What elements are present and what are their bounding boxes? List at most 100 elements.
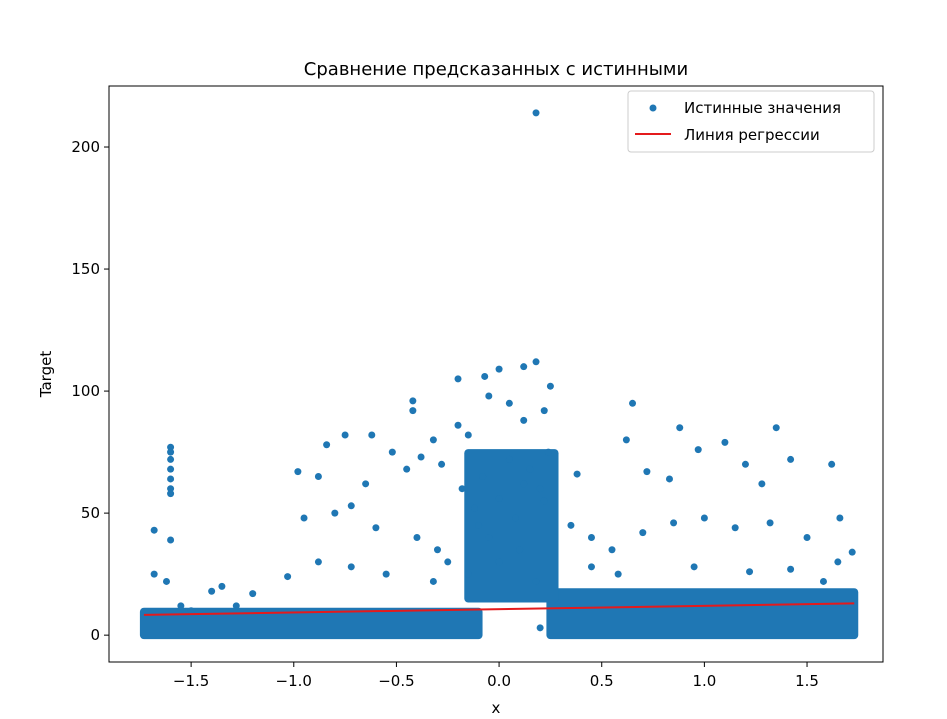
scatter-point (249, 590, 257, 598)
scatter-point (516, 546, 524, 554)
scatter-point (409, 397, 417, 405)
dense-regions (139, 449, 859, 640)
scatter-point (167, 475, 175, 483)
scatter-point (629, 399, 637, 407)
scatter-point (433, 546, 441, 554)
scatter-point (505, 399, 513, 407)
scatter-point (475, 521, 483, 529)
scatter-point (300, 514, 308, 522)
scatter-point (162, 577, 170, 585)
scatter-point (546, 382, 554, 390)
scatter-point (347, 563, 355, 571)
scatter-point (167, 490, 175, 498)
scatter-point (746, 568, 754, 576)
scatter-point (177, 602, 185, 610)
scatter-point (573, 470, 581, 478)
scatter-point (772, 424, 780, 432)
scatter-point (485, 534, 493, 542)
scatter-point (167, 443, 175, 451)
y-tick-label: 150 (71, 260, 100, 278)
y-axis: 0 50 100 150 200 (71, 138, 109, 644)
x-tick-label: 1.0 (692, 672, 716, 690)
scatter-point (413, 534, 421, 542)
scatter-point (495, 365, 503, 373)
scatter-point (536, 624, 544, 632)
legend-box (627, 90, 875, 153)
scatter-point (540, 497, 548, 505)
x-axis: −1.5 −1.0 −0.5 0.0 0.5 1.0 1.5 (173, 662, 819, 690)
scatter-point (409, 407, 417, 415)
scatter-point (665, 475, 673, 483)
chart-title: Сравнение предсказанных с истинными (304, 59, 688, 80)
scatter-point (347, 502, 355, 510)
scatter-point (526, 465, 534, 473)
scatter-point (639, 529, 647, 537)
scatter-point (232, 602, 240, 610)
scatter-point (495, 558, 503, 566)
y-tick-label: 100 (71, 382, 100, 400)
scatter-point (167, 485, 175, 493)
scatter-point (700, 514, 708, 522)
x-tick-label: −1.0 (276, 672, 312, 690)
scatter-point (758, 480, 766, 488)
x-axis-label: x (492, 699, 501, 717)
plot-border (108, 85, 884, 663)
scatter-point (454, 375, 462, 383)
scatter-point (368, 431, 376, 439)
scatter-point (532, 358, 540, 366)
scatter-point (372, 524, 380, 532)
legend-label-regression-line: Линия регрессии (684, 126, 820, 144)
scatter-point (458, 485, 466, 493)
scatter-point (362, 480, 370, 488)
scatter-point (167, 448, 175, 456)
regression-line (143, 602, 855, 616)
legend-marker-true-values (649, 104, 657, 112)
scatter-point (836, 514, 844, 522)
scatter-point (608, 546, 616, 554)
y-tick-label: 50 (81, 504, 100, 522)
scatter-point (429, 436, 437, 444)
y-tick-label: 0 (90, 626, 100, 644)
legend: Истинные значения Линия регрессии (627, 90, 875, 153)
scatter-point (622, 436, 630, 444)
scatter-point (218, 582, 226, 590)
scatter-point (470, 504, 478, 512)
scatter-point (505, 455, 513, 463)
scatter-point (167, 536, 175, 544)
scatter-point (403, 465, 411, 473)
scatter-point (388, 448, 396, 456)
scatter-point (676, 424, 684, 432)
scatter-point (532, 577, 540, 585)
dense-region-1 (546, 588, 859, 640)
scatter-point (834, 558, 842, 566)
scatter-point (479, 473, 487, 481)
scatter-point (167, 455, 175, 463)
scatter-point (495, 494, 503, 502)
dense-region-0 (139, 607, 483, 640)
scatter-point (284, 573, 292, 581)
scatter-point (520, 416, 528, 424)
scatter-point (731, 524, 739, 532)
scatter-point (766, 519, 774, 527)
scatter-point (208, 587, 216, 595)
scatter-point (481, 372, 489, 380)
scatter-point (444, 558, 452, 566)
scatter-point (150, 570, 158, 578)
scatter-point (536, 485, 544, 493)
scatter-point (520, 363, 528, 371)
scatter-point (544, 448, 552, 456)
x-tick-label: 0.0 (487, 672, 511, 690)
scatter-point (187, 607, 195, 615)
scatter-point (828, 460, 836, 468)
scatter-point (587, 563, 595, 571)
scatter-point (721, 438, 729, 446)
scatter-point (429, 577, 437, 585)
scatter-point (314, 473, 322, 481)
scatter-point (294, 468, 302, 476)
scatter-point (787, 565, 795, 573)
y-tick-label: 200 (71, 138, 100, 156)
legend-label-true-values: Истинные значения (684, 99, 841, 117)
scatter-point (741, 460, 749, 468)
scatter-point (464, 570, 472, 578)
